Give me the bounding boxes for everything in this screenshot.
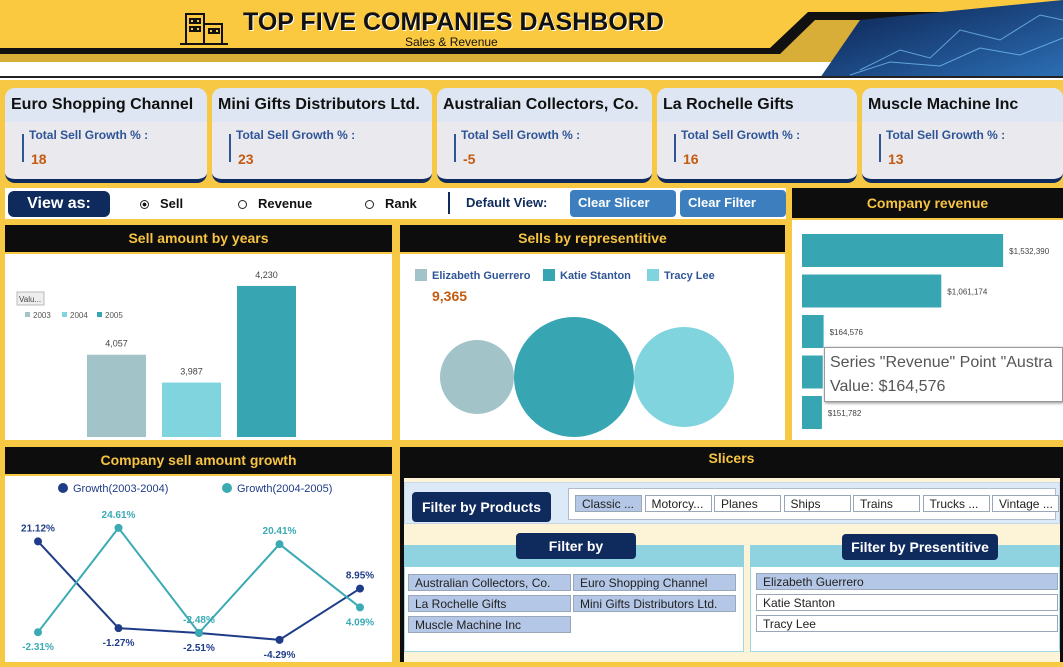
kpi-label: Total Sell Growth % :	[461, 128, 581, 142]
slicer-item[interactable]: Elizabeth Guerrero	[756, 573, 1058, 590]
kpi-value: -5	[463, 151, 476, 167]
header-lines	[849, 14, 1063, 76]
tooltip-line: Value: $164,576	[830, 378, 946, 395]
kpi-company: Mini Gifts Distributors Ltd.	[212, 88, 432, 122]
kpi-bar	[454, 134, 456, 162]
panel-title: Sell amount by years	[5, 225, 392, 252]
kpi-value: 18	[31, 151, 47, 167]
kpi-company: La Rochelle Gifts	[657, 88, 857, 122]
clear-filter-button[interactable]: Clear Filter	[680, 190, 786, 217]
radio[interactable]	[238, 200, 247, 209]
separator	[448, 192, 450, 214]
panel-body	[5, 476, 392, 662]
slicer-item[interactable]: Trucks ...	[922, 495, 990, 512]
panel-body	[400, 254, 785, 440]
panel-title: Company revenue	[792, 188, 1063, 218]
dashboard-title: TOP FIVE COMPANIES DASHBORD	[243, 8, 664, 36]
slicer-item[interactable]: Ships	[783, 495, 851, 512]
radio-label: Sell	[160, 196, 184, 211]
slicer-item[interactable]: Planes	[714, 495, 781, 512]
kpi-company: Australian Collectors, Co.	[437, 88, 652, 122]
slicer-item[interactable]: Motorcy...	[644, 495, 712, 512]
header-band-inner	[0, 20, 1063, 62]
panel-body	[792, 220, 1063, 440]
kpi-card: Australian Collectors, Co. Total Sell Gro…	[437, 88, 652, 183]
kpi-card: Muscle Machine Inc Total Sell Growth % : 1…	[862, 88, 1063, 183]
header-art	[0, 0, 1063, 80]
kpi-label: Total Sell Growth % :	[681, 128, 801, 142]
panel-body	[5, 254, 392, 440]
kpi-label: Total Sell Growth % :	[29, 128, 149, 142]
slicer-item[interactable]: Euro Shopping Channel	[573, 574, 736, 591]
radio[interactable]	[140, 200, 149, 209]
tooltip: Series "Revenue" Point "Austra Value: $1…	[824, 347, 1063, 402]
kpi-value: 16	[683, 151, 699, 167]
slicer-item[interactable]: Mini Gifts Distributors Ltd.	[573, 595, 736, 612]
slicer-item[interactable]: Australian Collectors, Co.	[408, 574, 571, 591]
radio[interactable]	[365, 200, 374, 209]
kpi-bar	[229, 134, 231, 162]
kpi-card: Euro Shopping Channel Total Sell Growth %…	[5, 88, 207, 183]
view-as-label: View as:	[8, 191, 110, 217]
kpi-card: Mini Gifts Distributors Ltd. Total Sell G…	[212, 88, 432, 183]
kpi-bar	[674, 134, 676, 162]
radio-label: Revenue	[258, 196, 313, 211]
slicer-item[interactable]: Classic ...	[575, 495, 642, 512]
panel-title: Sells by representitive	[400, 225, 785, 252]
header-rule	[0, 76, 1063, 78]
radio-label: Rank	[385, 196, 417, 211]
kpi-card: La Rochelle Gifts Total Sell Growth % : 16	[657, 88, 857, 183]
slicer-item[interactable]: Vintage ...	[992, 495, 1059, 512]
header-strip	[0, 62, 1063, 80]
tooltip-line: Series "Revenue" Point "Austra	[830, 354, 1053, 371]
kpi-value: 13	[888, 151, 904, 167]
slicer-item[interactable]: Tracy Lee	[756, 615, 1058, 632]
kpi-label: Total Sell Growth % :	[886, 128, 1006, 142]
kpi-value: 23	[238, 151, 254, 167]
slicer-item[interactable]: Trains	[853, 495, 920, 512]
rep-title: Filter by Presentitive	[842, 534, 998, 560]
default-view-label: Default View:	[466, 195, 548, 210]
kpi-bar	[22, 134, 24, 162]
dashboard-subtitle: Sales & Revenue	[405, 35, 498, 49]
kpi-bar	[879, 134, 881, 162]
slicer-title: Slicers	[708, 450, 755, 466]
kpi-label: Total Sell Growth % :	[236, 128, 356, 142]
slicer-item[interactable]: Katie Stanton	[756, 594, 1058, 611]
products-title: Filter by Products	[412, 492, 551, 522]
kpi-company: Euro Shopping Channel	[5, 88, 207, 122]
header-image	[820, 0, 1063, 78]
slicer-item[interactable]: Muscle Machine Inc	[408, 616, 571, 633]
kpi-company: Muscle Machine Inc	[862, 88, 1063, 122]
company-title: Filter by Company	[516, 533, 636, 580]
building-icon	[180, 13, 228, 45]
slicer-item[interactable]: La Rochelle Gifts	[408, 595, 571, 612]
panel-title: Company sell amount growth	[5, 447, 392, 474]
clear-slicer-button[interactable]: Clear Slicer	[570, 190, 676, 217]
